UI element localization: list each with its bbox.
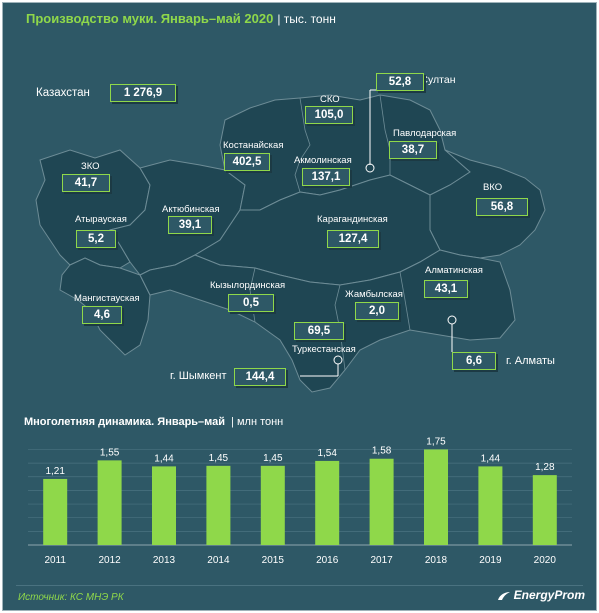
- region-label-almaty: г. Алматы: [506, 355, 555, 367]
- bar-2019: [478, 466, 503, 545]
- x-tick-2011: 2011: [44, 555, 66, 566]
- region-label-mangistau: Мангистауская: [74, 293, 140, 304]
- logo-icon: [497, 591, 510, 600]
- region-label-zko: ЗКО: [81, 161, 100, 172]
- data-label-2013: 1,44: [154, 453, 174, 464]
- region-label-atyrau: Атырауская: [75, 214, 127, 225]
- data-label-2020: 1,28: [535, 462, 555, 473]
- source-text: Источник: КС МНЭ РК: [18, 592, 124, 603]
- region-value-turkestan: 69,5: [294, 322, 344, 340]
- region-label-karaganda: Карагандинская: [317, 214, 388, 225]
- boundary-line: [294, 97, 311, 193]
- x-tick-2016: 2016: [316, 555, 339, 566]
- region-label-kostanay: Костанайская: [223, 140, 284, 151]
- bar-2018: [424, 449, 448, 545]
- bar-2014: [206, 465, 231, 545]
- region-label-akmola: Акмолинская: [294, 155, 352, 166]
- data-label-2018: 1,75: [426, 436, 446, 447]
- region-label-pavlodar: Павлодарская: [393, 128, 457, 139]
- region-label-almaty-obl: Алматинская: [425, 265, 483, 276]
- bar-2012: [97, 460, 122, 545]
- region-value-kyzylorda: 0,5: [228, 294, 274, 312]
- x-tick-2013: 2013: [153, 555, 176, 566]
- region-shape-south: [139, 249, 516, 393]
- chart-title-text: Многолетняя динамика. Январь–май: [24, 416, 226, 428]
- data-label-2014: 1,45: [209, 453, 229, 464]
- region-value-atyrau: 5,2: [76, 230, 116, 248]
- x-tick-2015: 2015: [262, 555, 285, 566]
- data-label-2012: 1,55: [100, 447, 120, 458]
- x-tick-2018: 2018: [425, 555, 448, 566]
- bar-2013: [152, 466, 176, 545]
- logo: EnergyProm: [496, 588, 585, 602]
- data-label-2015: 1,45: [263, 453, 283, 464]
- x-tick-2012: 2012: [98, 555, 121, 566]
- bar-2015: [260, 465, 285, 545]
- region-value-aktobe: 39,1: [168, 216, 212, 234]
- data-label-2011: 1,21: [45, 466, 65, 477]
- marker-almaty: [447, 315, 457, 325]
- region-value-zhambyl: 2,0: [355, 302, 399, 320]
- region-value-zko: 41,7: [62, 174, 110, 192]
- region-value-pavlodar: 38,7: [389, 141, 437, 159]
- x-tick-2017: 2017: [370, 555, 393, 566]
- region-label-shymkent: г. Шымкент: [170, 370, 227, 382]
- x-tick-2014: 2014: [207, 555, 230, 566]
- bar-2016: [315, 460, 340, 545]
- region-value-kostanay: 402,5: [224, 153, 270, 171]
- page-title: Производство муки. Январь–май 2020 | тыс.…: [26, 11, 336, 26]
- chart-title: Многолетняя динамика. Январь–май | млн то…: [24, 416, 283, 428]
- region-value-karaganda: 127,4: [327, 230, 379, 248]
- region-label-kyzylorda: Кызылординская: [210, 280, 286, 291]
- marker-shymkent: [333, 355, 343, 365]
- bar-2011: [43, 478, 68, 545]
- region-value-almaty: 6,6: [452, 352, 496, 370]
- region-value-sko: 105,0: [305, 106, 353, 124]
- boundary-line: [399, 271, 411, 331]
- region-value-nursultan: 52,8: [376, 73, 424, 91]
- title-unit: | тыс. тонн: [277, 12, 336, 26]
- region-label-sko: СКО: [320, 94, 340, 105]
- region-label-turkestan: Туркестанская: [292, 344, 356, 355]
- bar-2017: [369, 458, 394, 545]
- title-text: Производство муки. Январь–май 2020: [26, 11, 274, 26]
- marker-nursultan: [365, 163, 375, 173]
- region-value-almaty-obl: 43,1: [424, 280, 468, 298]
- x-tick-2020: 2020: [534, 555, 557, 566]
- total-value: 1 276,9: [110, 84, 176, 102]
- region-label-zhambyl: Жамбылская: [345, 289, 403, 300]
- boundary-line: [379, 94, 391, 175]
- region-value-mangistau: 4,6: [82, 306, 122, 324]
- logo-text: EnergyProm: [513, 588, 585, 602]
- x-tick-2019: 2019: [479, 555, 502, 566]
- data-label-2016: 1,54: [317, 448, 337, 459]
- region-label-aktobe: Актюбинская: [162, 204, 220, 215]
- data-label-2017: 1,58: [372, 446, 392, 457]
- footer-divider: [16, 585, 583, 586]
- region-value-vko: 56,8: [476, 198, 528, 216]
- bar-2020: [532, 475, 557, 545]
- total-label: Казахстан: [36, 87, 90, 99]
- region-label-vko: ВКО: [483, 182, 503, 193]
- boundary-line: [334, 284, 346, 371]
- data-label-2019: 1,44: [481, 453, 501, 464]
- region-value-akmola: 137,1: [302, 168, 350, 186]
- chart-unit: | млн тонн: [231, 416, 284, 428]
- region-value-shymkent: 144,4: [234, 368, 286, 386]
